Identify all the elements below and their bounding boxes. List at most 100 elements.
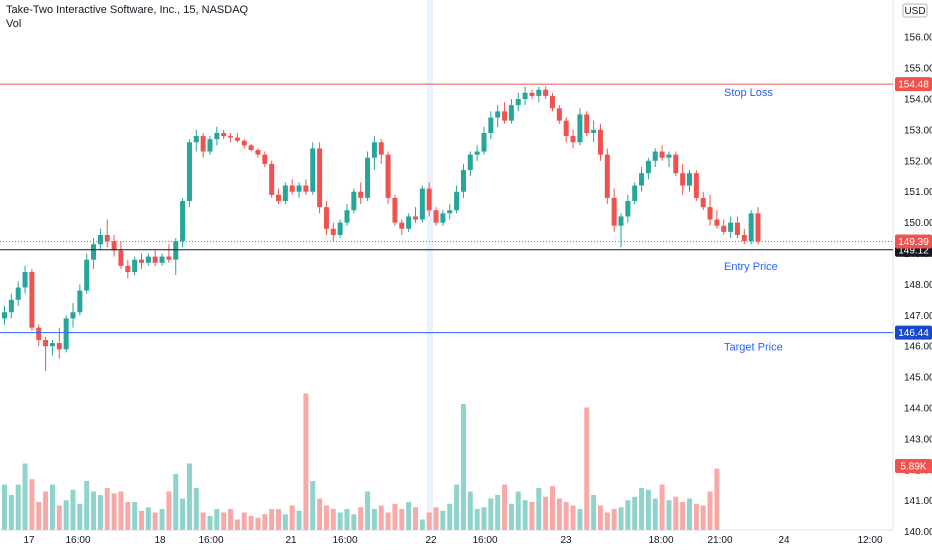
volume-bar [296,510,302,530]
volume-bar [597,505,603,530]
candle-body [673,154,679,174]
volume-bar [43,491,49,530]
volume-bar [77,503,83,530]
candle-body [618,216,624,226]
volume-bar [371,509,377,530]
candle-body [392,197,398,223]
candle-body [221,132,227,137]
volume-bar [611,509,617,530]
candle-body [77,290,83,313]
session-highlight [427,0,433,530]
volume-bar [570,505,576,530]
target-price-tag: 146.44 [898,328,929,339]
x-tick-label: 18 [154,535,166,546]
volume-bar [433,507,439,530]
candle-body [741,234,747,242]
candle-body [406,216,412,229]
volume-bar [419,519,425,530]
volume-bar [200,512,206,530]
stop-loss-label: Stop Loss [724,87,773,99]
currency-label: USD [904,6,925,17]
candle-body [139,259,144,263]
volume-bar [358,507,364,530]
candle-body [200,136,206,152]
x-tick-label: 16:00 [332,535,357,546]
candle-body [508,105,514,121]
candle-body [43,340,49,347]
candle-body [536,89,542,96]
volume-bar [29,479,35,530]
volume-bar [502,484,508,530]
candle-body [597,129,603,155]
volume-bar [481,507,487,530]
y-tick-label: 140.00 [904,527,932,538]
volume-bar [625,500,631,530]
candle-body [680,173,686,186]
y-tick-label: 144.00 [904,404,932,415]
volume-bar [269,509,275,530]
candle-body [269,163,275,195]
x-tick-label: 23 [560,535,572,546]
candle-body [276,194,281,201]
candle-body [371,142,377,158]
volume-bar [515,491,521,530]
volume-bar [378,505,384,530]
volume-bar [214,509,220,530]
candle-body [460,170,466,192]
y-tick-label: 155.00 [904,64,932,75]
candle-body [748,213,754,242]
candle-body [591,129,597,133]
volume-bar [413,507,418,530]
volume-bar [351,514,357,530]
entry-label: Entry Price [724,261,778,273]
candle-body [186,142,192,201]
candle-body [570,136,576,143]
candle-body [282,185,288,201]
y-tick-label: 147.00 [904,311,932,322]
candle-body [550,95,555,109]
volume-bar [680,502,686,530]
volume-bar [666,500,672,530]
volume-bar [687,498,692,530]
candle-body [22,272,28,288]
candle-body [132,259,138,273]
volume-bar [159,509,165,530]
candle-body [440,213,446,223]
candle-body [358,191,364,198]
volume-bar [488,498,494,530]
volume-bar [303,393,309,530]
volume-bar [659,484,665,530]
candle-body [262,154,268,164]
candle-body [214,132,220,140]
candle-body [193,136,199,143]
volume-bar [323,505,329,530]
volume-bar [166,491,172,530]
candle-body [652,151,658,161]
volume-bar [289,505,295,530]
candle-body [344,210,350,223]
y-tick-label: 150.00 [904,218,932,229]
x-tick-label: 16:00 [65,535,90,546]
volume-bar [118,491,124,530]
candle-body [659,151,665,158]
candle-body [241,140,247,146]
volume-bar [22,463,28,530]
candle-body [173,241,179,260]
volume-bar [618,507,624,530]
volume-bar [193,488,199,530]
candle-body [584,114,590,133]
y-tick-label: 151.00 [904,187,932,198]
candle-body [639,173,645,186]
candle-body [447,210,453,214]
y-tick-label: 154.00 [904,95,932,106]
volume-bar [522,500,528,530]
candle-body [666,154,672,158]
candle-body [625,200,631,217]
candle-body [687,173,692,186]
x-tick-label: 16:00 [472,535,497,546]
volume-bar [447,503,453,530]
candle-body [248,145,254,150]
volume-bar [180,498,186,530]
candle-body [337,222,343,235]
